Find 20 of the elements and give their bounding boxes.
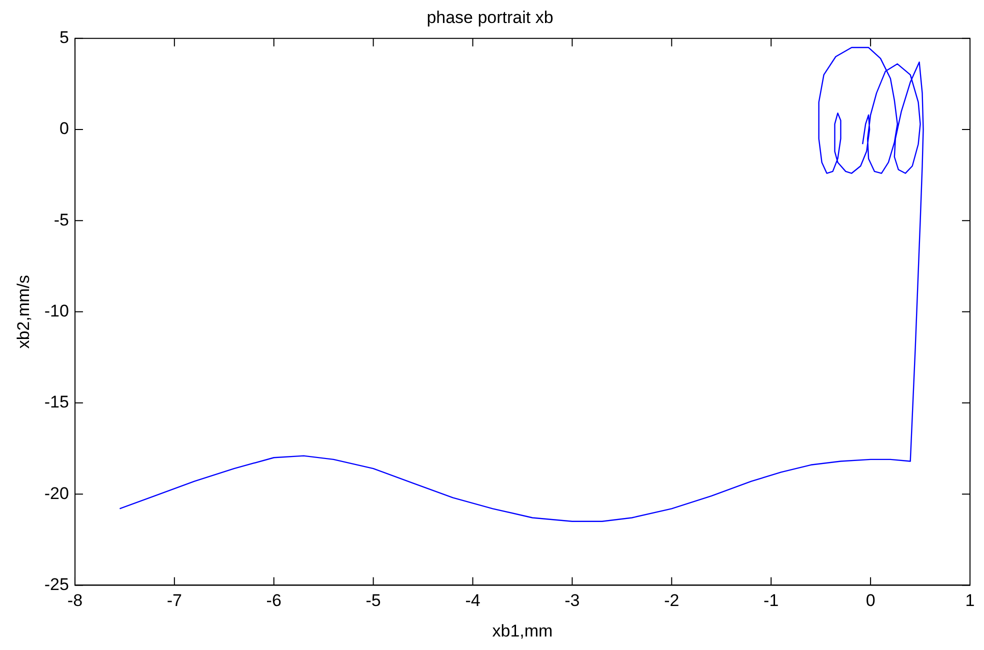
x-tick-label: 0 bbox=[866, 591, 876, 610]
y-tick-label: 5 bbox=[60, 28, 69, 48]
y-tick-label: -5 bbox=[54, 210, 69, 230]
x-tick-label: 1 bbox=[965, 591, 975, 610]
y-tick-label: 0 bbox=[60, 119, 69, 138]
y-tick-label: -10 bbox=[44, 301, 69, 320]
x-axis-title: xb1,mm bbox=[492, 621, 553, 640]
x-tick-label: -8 bbox=[67, 591, 83, 610]
y-tick-label: -20 bbox=[44, 484, 69, 503]
chart-title: phase portrait xb bbox=[426, 8, 554, 27]
y-axis-title: xb2,mm/s bbox=[14, 274, 33, 349]
x-tick-label: -2 bbox=[664, 591, 680, 610]
x-tick-label: -4 bbox=[465, 591, 480, 610]
x-tick-label: -3 bbox=[564, 591, 580, 610]
x-tick-label: -1 bbox=[764, 591, 779, 610]
x-tick-label: -7 bbox=[166, 591, 182, 610]
x-tick-label: -6 bbox=[266, 591, 282, 610]
x-tick-label: -5 bbox=[366, 591, 381, 610]
y-tick-label: -15 bbox=[44, 392, 69, 412]
y-tick-label: -25 bbox=[44, 574, 69, 594]
